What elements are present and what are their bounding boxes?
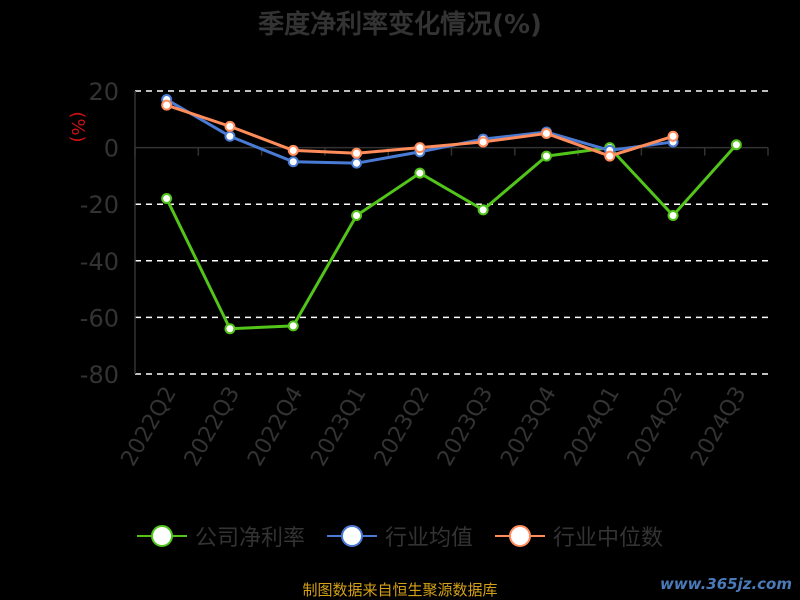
data-point-2 [414, 142, 426, 154]
legend-item-company[interactable]: 公司净利率 [136, 520, 305, 552]
watermark: www.365jz.com [659, 575, 792, 593]
data-point-2 [351, 147, 363, 159]
data-point-0 [161, 193, 173, 205]
x-tick-label: 2024Q2 [623, 383, 688, 471]
data-point-0 [414, 167, 426, 179]
data-point-2 [477, 136, 489, 148]
data-point-0 [224, 323, 236, 335]
x-tick-label: 2023Q3 [433, 383, 498, 471]
data-point-0 [667, 210, 679, 222]
data-point-2 [540, 127, 552, 139]
legend-item-industry-mean[interactable]: 行业均值 [326, 520, 473, 552]
data-point-0 [730, 139, 742, 151]
y-tick-label: -20 [80, 191, 119, 219]
data-point-1 [351, 157, 363, 169]
series-line-0 [165, 143, 738, 331]
x-tick-label: 2023Q4 [496, 383, 561, 471]
data-point-1 [224, 130, 236, 142]
legend-label-industry-median: 行业中位数 [553, 526, 664, 551]
x-tick-label: 2023Q2 [370, 382, 435, 470]
legend-label-industry-mean: 行业均值 [384, 526, 473, 551]
data-point-2 [604, 150, 616, 162]
x-tick-label: 2022Q2 [117, 383, 182, 471]
data-point-0 [477, 204, 489, 216]
legend-item-industry-median[interactable]: 行业中位数 [495, 520, 663, 552]
legend-swatch-industry-median [495, 524, 545, 548]
data-point-2 [161, 99, 173, 111]
x-tick-label: 2024Q3 [686, 383, 751, 471]
data-point-2 [287, 144, 299, 156]
legend-swatch-industry-mean [326, 524, 377, 548]
y-tick-label: -80 [80, 361, 119, 389]
legend-label-company: 公司净利率 [194, 526, 305, 551]
x-tick-label: 2024Q1 [560, 383, 625, 471]
x-tick-label: 2023Q1 [306, 383, 371, 471]
y-tick-label: 20 [88, 78, 119, 106]
x-tick-label: 2022Q3 [180, 383, 245, 471]
legend: 公司净利率 行业均值 行业中位数 [0, 520, 800, 552]
data-point-0 [287, 320, 299, 332]
x-tick-label: 2022Q4 [243, 383, 308, 471]
source-footer: 制图数据来自恒生聚源数据库 [302, 581, 498, 599]
y-tick-label: -40 [80, 248, 119, 276]
data-point-2 [224, 120, 236, 132]
data-point-0 [540, 150, 552, 162]
data-point-1 [287, 156, 299, 168]
y-axis-label: (%) [67, 111, 88, 142]
y-tick-label: -60 [80, 304, 119, 332]
legend-swatch-company [136, 524, 187, 548]
chart-title: 季度净利率变化情况(%) [258, 10, 542, 40]
data-point-0 [351, 210, 363, 222]
y-tick-label: 0 [104, 135, 119, 163]
data-point-2 [667, 130, 679, 142]
